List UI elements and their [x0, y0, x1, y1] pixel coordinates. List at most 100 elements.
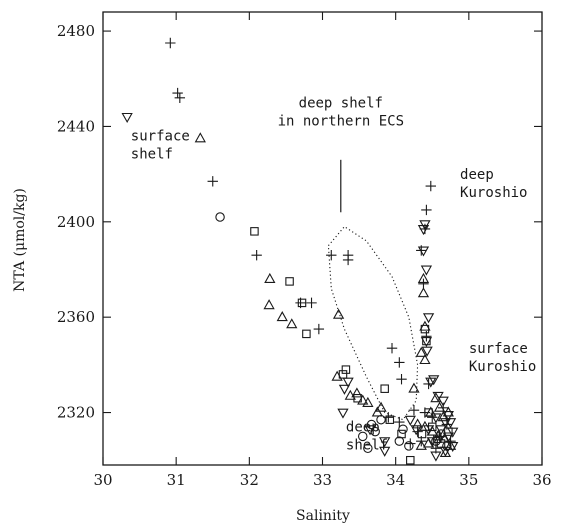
data-point-circle — [370, 426, 380, 437]
data-point-triangle-up — [276, 311, 288, 322]
data-point-triangle-up — [362, 396, 374, 407]
data-point-triangle-down — [338, 384, 351, 395]
data-point-plus — [408, 404, 420, 416]
y-tick-label: 2480 — [57, 22, 95, 40]
data-point-square — [385, 415, 395, 424]
data-point-triangle-up — [351, 387, 363, 398]
data-point-square — [341, 365, 351, 374]
data-point-circle — [436, 429, 446, 439]
annotation-label: surface shelf — [131, 129, 190, 163]
data-point-circle — [363, 443, 373, 454]
annotation-line: deep — [460, 167, 494, 183]
annotation-label: deep shelf — [346, 420, 388, 454]
data-point-triangle-down — [404, 415, 416, 426]
data-point-plus — [172, 87, 183, 99]
data-point-triangle-down — [447, 427, 459, 438]
data-point-square — [422, 336, 431, 346]
annotation-label: deep shelf in northern ECS — [278, 95, 404, 129]
data-point-square — [297, 298, 307, 308]
data-point-triangle-down — [442, 432, 454, 443]
data-point-triangle-up — [437, 411, 449, 422]
plot-frame — [102, 11, 543, 466]
data-point-plus — [207, 176, 218, 187]
data-point-plus — [394, 416, 405, 428]
x-tick-label: 35 — [459, 471, 478, 489]
data-point-triangle-down — [364, 425, 376, 436]
data-point-square — [302, 329, 311, 339]
data-point-triangle-up — [371, 406, 384, 417]
data-point-triangle-up — [332, 308, 345, 319]
data-point-triangle-down — [425, 377, 437, 388]
y-tick-label: 2400 — [57, 213, 95, 231]
data-points — [121, 37, 459, 465]
data-point-square — [427, 422, 437, 432]
data-point-circle — [398, 424, 408, 434]
data-point-triangle-down — [430, 451, 442, 462]
data-point-plus — [405, 438, 416, 449]
data-point-plus — [306, 297, 317, 309]
y-tick-label: 2440 — [57, 117, 95, 135]
data-point-triangle-up — [264, 272, 276, 283]
data-point-square — [338, 370, 348, 379]
data-point-triangle-up — [433, 401, 446, 412]
annotation-label: surface Kuroshio — [469, 341, 536, 375]
data-point-circle — [376, 414, 386, 425]
x-tick-label: 32 — [240, 471, 259, 489]
data-point-triangle-down — [342, 377, 354, 388]
data-point-triangle-up — [417, 287, 430, 298]
annotation-line: Kuroshio — [469, 359, 536, 375]
data-point-triangle-down — [439, 446, 452, 457]
y-tick-label: 2360 — [57, 308, 95, 326]
x-tick-label: 33 — [313, 471, 332, 489]
data-point-triangle-down — [428, 375, 440, 386]
data-point-plus — [174, 92, 186, 104]
data-point-circle — [431, 436, 441, 446]
data-point-plus — [396, 373, 407, 385]
annotation-line: deep shelf — [299, 95, 383, 111]
data-point-triangle-down — [439, 418, 452, 429]
y-axis-title: NTA (μmol/kg) — [12, 188, 28, 292]
data-point-circle — [442, 441, 452, 451]
data-point-square — [436, 439, 446, 448]
data-point-triangle-up — [417, 272, 430, 283]
data-point-triangle-down — [442, 410, 454, 422]
data-point-plus — [165, 37, 176, 49]
data-point-square — [285, 277, 294, 286]
data-point-plus — [421, 204, 432, 216]
data-point-plus — [313, 323, 325, 335]
data-point-circle — [394, 436, 405, 446]
data-point-triangle-down — [421, 346, 433, 357]
x-tick-label: 34 — [386, 471, 405, 489]
data-point-circle — [357, 431, 368, 442]
data-point-square — [250, 227, 259, 236]
data-point-plus — [425, 180, 436, 192]
data-point-triangle-up — [444, 439, 457, 450]
data-point-plus — [386, 342, 398, 354]
data-point-triangle-down — [420, 265, 433, 276]
data-point-triangle-down — [432, 391, 444, 402]
x-axis-title: Salinity — [296, 508, 350, 524]
data-point-triangle-down — [437, 396, 449, 407]
data-point-square — [417, 429, 427, 439]
data-point-triangle-down — [417, 246, 430, 257]
data-point-triangle-up — [263, 299, 275, 310]
annotation-line: shelf — [346, 438, 388, 454]
data-point-triangle-down — [430, 413, 442, 424]
data-point-circle — [215, 212, 225, 222]
data-point-triangle-down — [422, 313, 435, 324]
region-outline — [327, 225, 419, 421]
data-point-triangle-up — [408, 382, 420, 393]
data-point-square — [380, 384, 389, 393]
data-point-triangle-up — [375, 401, 387, 412]
data-point-triangle-down — [121, 112, 133, 124]
annotation-line: Kuroshio — [460, 185, 527, 201]
annotation-line: surface — [131, 129, 190, 145]
annotation-label: deep Kuroshio — [460, 167, 527, 201]
axis-ticks: 30 31 32 33 34 35 36 2320 2360 2400 2440 2480 — [57, 12, 552, 489]
data-point-triangle-up — [419, 353, 431, 365]
data-point-triangle-up — [357, 394, 369, 405]
annotation-line: surface — [469, 341, 528, 357]
y-tick-label: 2320 — [57, 404, 95, 422]
